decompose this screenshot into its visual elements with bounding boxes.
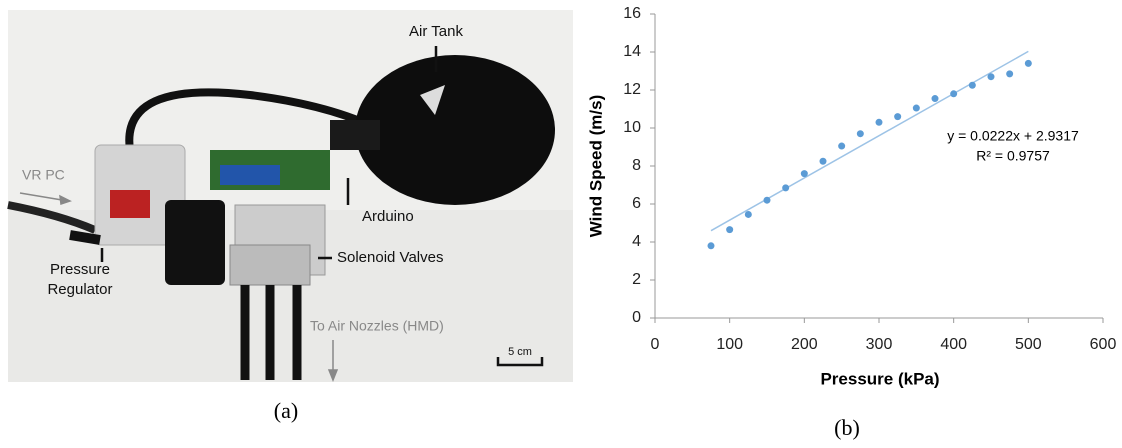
point [876, 119, 883, 126]
point [820, 158, 827, 165]
point [857, 130, 864, 137]
y-tick-label: 4 [632, 233, 641, 250]
y-tick-label: 6 [632, 195, 641, 212]
point [1006, 70, 1013, 77]
point [913, 105, 920, 112]
point [1025, 60, 1032, 67]
x-tick-label: 0 [651, 336, 660, 353]
label: VR PC [22, 167, 65, 183]
label: Pressure [50, 261, 110, 278]
label: Regulator [47, 281, 112, 298]
x-tick-label: 400 [940, 336, 967, 353]
x-axis-label: Pressure (kPa) [820, 369, 939, 388]
point [764, 197, 771, 204]
x-tick-label: 500 [1015, 336, 1042, 353]
point [932, 95, 939, 102]
point [838, 143, 845, 150]
y-tick-label: 10 [623, 119, 641, 136]
label: Air Tank [409, 23, 463, 40]
label: Arduino [362, 208, 414, 225]
label: To Air Nozzles (HMD) [310, 318, 444, 334]
y-tick-label: 8 [632, 157, 641, 174]
point [894, 113, 901, 120]
x-tick-label: 300 [866, 336, 893, 353]
trendline-r2: R² = 0.9757 [976, 148, 1050, 164]
point [801, 170, 808, 177]
label: Solenoid Valves [337, 249, 443, 266]
y-tick-label: 0 [632, 309, 641, 326]
y-tick-label: 12 [623, 81, 641, 98]
photo [8, 10, 573, 382]
caption: (a) [274, 398, 298, 423]
scale-label: 5 cm [508, 346, 532, 358]
y-tick-label: 14 [623, 43, 641, 60]
y-axis-label: Wind Speed (m/s) [586, 95, 605, 237]
point [726, 226, 733, 233]
trendline-equation: y = 0.0222x + 2.9317 [947, 128, 1079, 144]
point [745, 211, 752, 218]
figure: Air Tank VR PC Arduino Solenoid Valves P… [0, 0, 1122, 443]
point [708, 242, 715, 249]
point [969, 82, 976, 89]
y-tick-label: 2 [632, 271, 641, 288]
point [988, 73, 995, 80]
y-tick-label: 16 [623, 5, 641, 22]
x-tick-label: 600 [1090, 336, 1117, 353]
x-tick-label: 100 [716, 336, 743, 353]
caption: (b) [834, 415, 860, 440]
point [782, 184, 789, 191]
x-tick-label: 200 [791, 336, 818, 353]
point [950, 90, 957, 97]
